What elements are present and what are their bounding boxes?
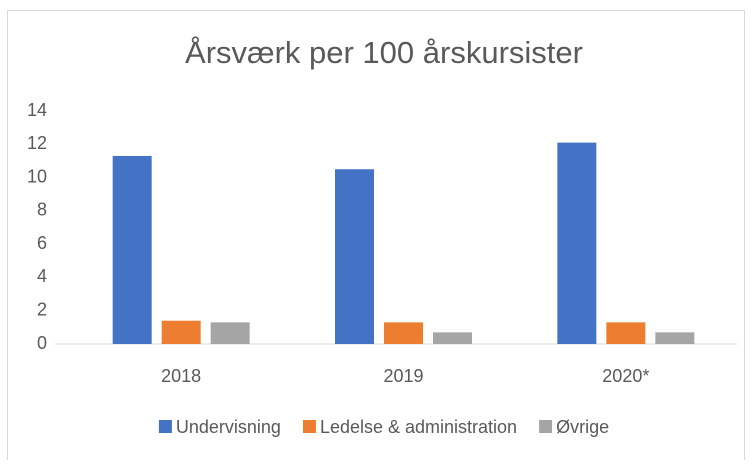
legend-label: Øvrige xyxy=(556,417,609,437)
chart-title: Årsværk per 100 årskursister xyxy=(185,35,583,70)
legend-label: Ledelse & administration xyxy=(320,417,517,437)
legend-swatch xyxy=(302,420,316,433)
bar xyxy=(606,322,646,344)
legend-swatch xyxy=(539,420,553,433)
y-tick-label: 12 xyxy=(27,133,47,153)
bar xyxy=(655,332,695,344)
x-tick-label: 2018 xyxy=(161,366,201,386)
bar xyxy=(112,155,152,344)
legend-swatch xyxy=(158,420,172,433)
x-tick-label: 2019 xyxy=(383,366,423,386)
bar xyxy=(433,332,472,344)
bar xyxy=(210,322,250,344)
y-tick-label: 14 xyxy=(27,100,47,120)
y-tick-label: 0 xyxy=(37,333,47,353)
y-tick-label: 2 xyxy=(37,299,47,319)
y-tick-label: 8 xyxy=(37,200,47,220)
y-tick-label: 10 xyxy=(27,166,47,186)
y-tick-label: 4 xyxy=(37,266,47,286)
bar xyxy=(557,142,597,344)
bar xyxy=(384,322,423,344)
x-tick-label: 2020* xyxy=(602,366,649,386)
y-tick-label: 6 xyxy=(37,233,47,253)
bar xyxy=(161,320,201,344)
legend-label: Undervisning xyxy=(176,417,281,437)
bar xyxy=(335,169,374,344)
